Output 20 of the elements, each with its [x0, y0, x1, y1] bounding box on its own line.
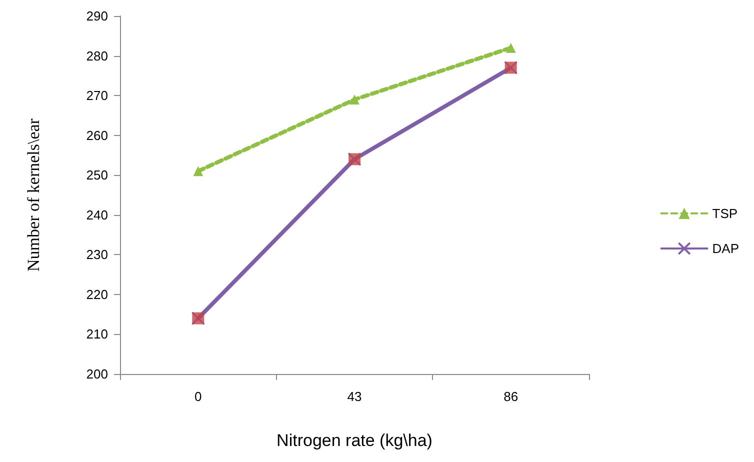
x-tick-label: 86	[504, 389, 518, 404]
y-axis-title: Number of kernels\ear	[24, 118, 43, 272]
y-tick-label: 260	[86, 128, 108, 143]
y-tick-label: 270	[86, 88, 108, 104]
y-tick-label: 290	[86, 8, 108, 24]
x-tick-label: 0	[194, 389, 202, 404]
x-tick-label: 43	[347, 389, 362, 404]
legend-label: DAP	[712, 241, 740, 256]
y-tick-label: 220	[86, 286, 108, 302]
x-axis-title: Nitrogen rate (kg\ha)	[276, 431, 432, 450]
y-tick-label: 240	[86, 207, 108, 222]
point	[193, 166, 204, 176]
y-tick-label: 200	[86, 366, 108, 382]
y-tick-label: 230	[86, 247, 108, 262]
point	[506, 42, 516, 53]
y-tick-label: 250	[86, 168, 108, 183]
point	[350, 94, 360, 105]
y-tick-label: 210	[86, 326, 108, 342]
y-tick-label: 280	[86, 48, 108, 64]
legend-label: TSP	[712, 206, 738, 221]
